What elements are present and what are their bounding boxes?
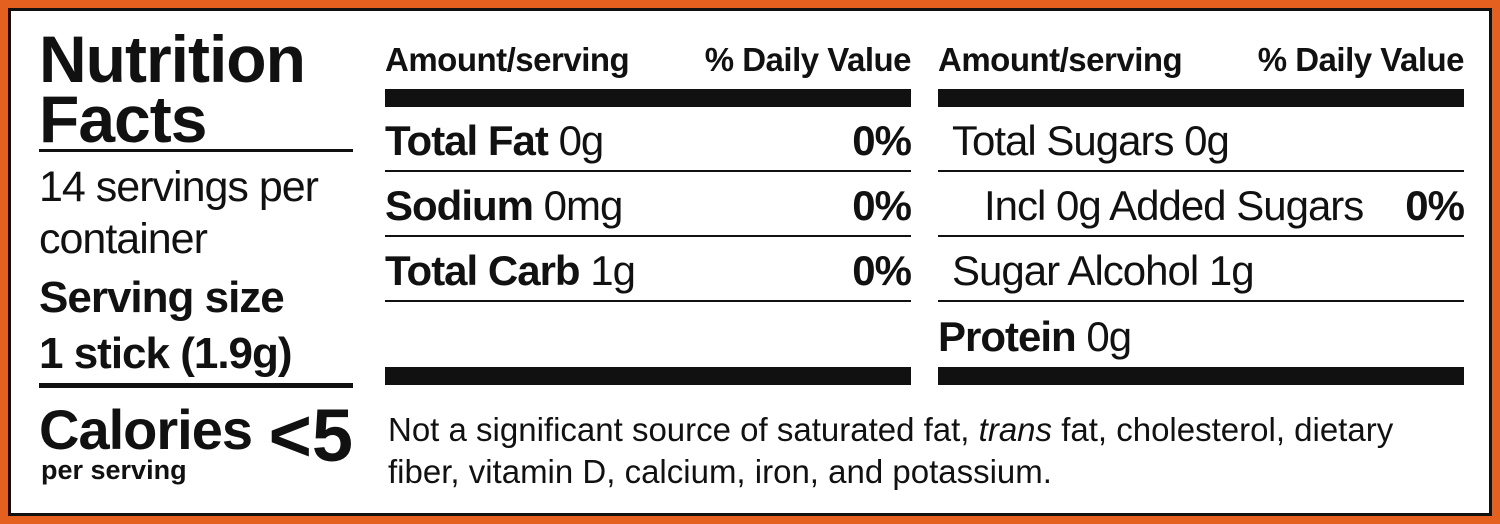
nutrient-row: Incl 0g Added Sugars 0% (938, 172, 1465, 237)
nutrient-row: Total Fat 0g 0% (385, 107, 912, 172)
nutrient-name: Total Sugars (952, 116, 1174, 164)
nutrient-name: Incl 0g Added Sugars (984, 181, 1364, 229)
footnote-text: Not a significant source of saturated fa… (388, 411, 979, 448)
calories-sub: per serving (41, 455, 187, 485)
rule (385, 89, 911, 107)
rule (39, 149, 353, 152)
nutrient-name: Sugar Alcohol (952, 246, 1199, 294)
nutrient-name: Protein (938, 312, 1077, 360)
footnote-text: fat, cholesterol, dietary fiber, vitamin… (388, 411, 1394, 490)
calories: <5 (268, 394, 353, 477)
rule (938, 367, 1464, 385)
footnote: Not a significant source of saturated fa… (388, 409, 1448, 493)
header: Amount/serving % Daily Value (385, 41, 912, 89)
nutrient-name: Total Fat (385, 116, 549, 164)
nutrient-amount: 1g (1208, 246, 1255, 294)
column: Amount/serving % Daily Value Total Fat 0g… (385, 41, 912, 385)
serving-size: 1 stick (1.9g) (39, 329, 293, 378)
nutrient-row: Sodium 0mg 0% (385, 172, 912, 237)
nutrient-row: Total Carb 1g 0% (385, 237, 912, 302)
header-amount: Amount/serving (385, 41, 630, 78)
column: Amount/serving % Daily Value Total Sugars… (938, 41, 1465, 385)
calories-label: Calories (39, 398, 253, 461)
rule (938, 89, 1464, 107)
nutrient-dv: 0% (852, 246, 912, 294)
header-dv: % Daily Value (1257, 41, 1465, 78)
nutrient-row: Total Sugars 0g (938, 107, 1464, 172)
nutrient-row: Protein 0g (938, 302, 1464, 367)
header-dv: % Daily Value (704, 41, 912, 78)
servings: 14 servings per container (39, 163, 319, 263)
nutrient-name: Sodium (385, 181, 534, 229)
nutrient-amount: 0mg (543, 181, 624, 229)
nutrient-dv: 0% (852, 116, 912, 164)
header-amount: Amount/serving (938, 41, 1183, 78)
nutrient-amount: 0g (1086, 312, 1132, 360)
label: Nutrition Facts 14 servings per containe… (11, 11, 1489, 513)
nutrient-amount: 0g (558, 116, 605, 164)
nutrient-amount: 1g (590, 246, 636, 294)
rule (39, 383, 353, 388)
nutrient-row: Sugar Alcohol 1g (938, 237, 1464, 302)
header: Amount/serving % Daily Value (938, 41, 1465, 89)
footnote-italic: trans (978, 411, 1053, 448)
nutrient-amount: 0g (1184, 116, 1230, 164)
serving-size-label: Serving size (39, 273, 285, 322)
nutrient-name: Total Carb (385, 246, 581, 294)
nutrient-row (385, 302, 911, 367)
title: Nutrition Facts (39, 22, 306, 156)
nutrient-dv: 0% (852, 181, 912, 229)
nutrient-dv: 0% (1405, 181, 1465, 229)
rule (385, 367, 911, 385)
